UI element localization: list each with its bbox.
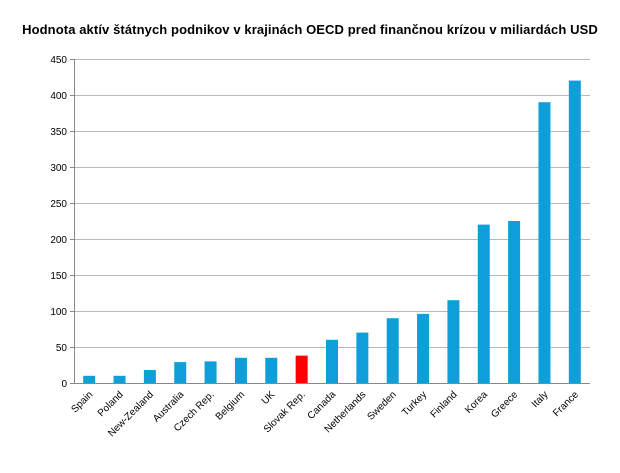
x-tick-label: Belgium	[214, 389, 247, 422]
x-tick-label: France	[551, 389, 581, 419]
bar	[447, 300, 460, 383]
bar	[386, 318, 399, 383]
x-tick-label: Greece	[489, 389, 520, 420]
bar	[143, 370, 156, 383]
x-tick-label: Turkey	[400, 389, 429, 418]
x-tick-label: Sweden	[365, 389, 398, 422]
bar	[234, 357, 247, 383]
y-tick-label: 50	[56, 343, 68, 354]
bar	[174, 362, 187, 383]
bar	[326, 339, 338, 383]
chart-title: Hodnota aktív štátnych podnikov v krajin…	[22, 22, 598, 37]
y-tick-label: 0	[61, 379, 67, 390]
bar	[113, 375, 126, 383]
x-tick-label: UK	[260, 389, 278, 407]
bar	[538, 102, 551, 383]
bar	[265, 357, 278, 383]
y-tick-label: 100	[50, 307, 67, 318]
y-tick-label: 150	[50, 271, 67, 282]
bar	[83, 375, 96, 383]
y-tick-label: 300	[50, 163, 67, 174]
bar	[508, 221, 521, 383]
y-tick-label: 450	[50, 55, 67, 66]
x-tick-label: Italy	[530, 389, 551, 410]
bar	[417, 313, 430, 383]
bar	[295, 355, 308, 383]
bar	[204, 361, 217, 383]
y-tick-label: 350	[50, 127, 67, 138]
x-tick-label: Finland	[429, 389, 460, 420]
y-tick-label: 250	[50, 199, 67, 210]
y-tick-label: 400	[50, 91, 67, 102]
bar	[568, 80, 581, 383]
x-tick-label: Korea	[463, 389, 490, 416]
bar	[477, 224, 490, 383]
y-tick-label: 200	[50, 235, 67, 246]
x-tick-label: Spain	[69, 389, 95, 415]
bar	[356, 332, 369, 383]
x-tick-label: Poland	[96, 389, 126, 419]
